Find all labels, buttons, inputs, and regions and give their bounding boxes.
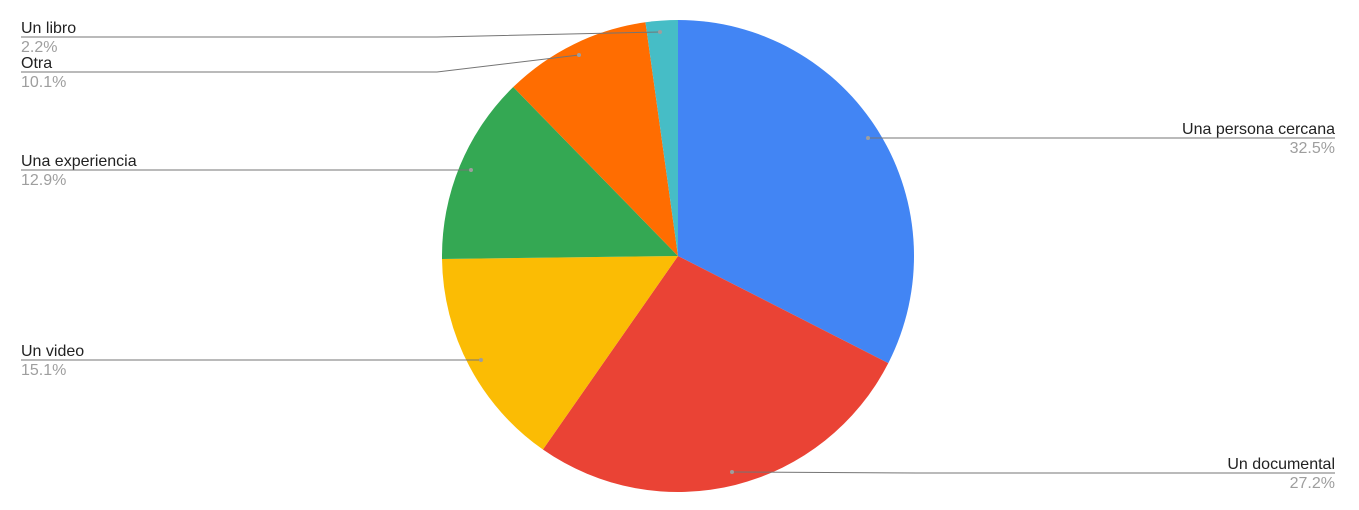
pie-slice-1[interactable] [542, 256, 889, 493]
leader-dot-5 [658, 30, 662, 34]
slice-percent: 2.2% [21, 39, 57, 56]
leader-dot-2 [479, 358, 483, 362]
pie-slice-2[interactable] [442, 256, 678, 450]
leader-dot-1 [730, 470, 734, 474]
leader-dot-3 [469, 168, 473, 172]
leader-dot-4 [577, 53, 581, 57]
pie-slice-5[interactable] [645, 20, 678, 256]
slice-percent: 12.9% [21, 172, 66, 189]
leader-line-5 [21, 31, 661, 38]
slice-label: Un video [21, 343, 84, 360]
slice-label: Una experiencia [21, 153, 137, 170]
slice-percent: 15.1% [21, 362, 66, 379]
leader-dot-0 [866, 136, 870, 140]
leader-line-4 [21, 54, 580, 73]
slice-label: Otra [21, 55, 52, 72]
pie-slice-4[interactable] [513, 22, 678, 257]
slice-percent: 27.2% [1290, 475, 1335, 492]
pie-slice-3[interactable] [442, 87, 678, 259]
slice-label: Un documental [1227, 456, 1335, 473]
pie-slice-0[interactable] [678, 20, 914, 364]
leader-line-1 [731, 471, 1335, 474]
slice-percent: 10.1% [21, 74, 66, 91]
slice-label: Un libro [21, 20, 76, 37]
slice-percent: 32.5% [1290, 140, 1335, 157]
slice-label: Una persona cercana [1182, 121, 1335, 138]
